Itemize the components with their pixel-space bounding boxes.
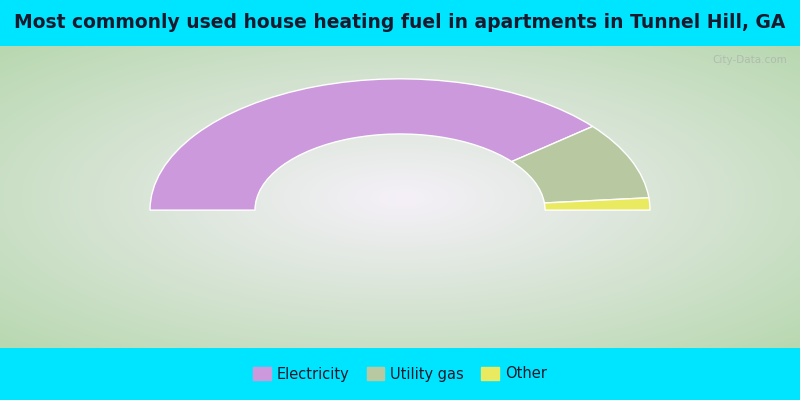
Wedge shape (150, 79, 593, 210)
Wedge shape (512, 126, 649, 203)
Text: Most commonly used house heating fuel in apartments in Tunnel Hill, GA: Most commonly used house heating fuel in… (14, 14, 786, 32)
Text: City-Data.com: City-Data.com (713, 55, 787, 65)
Wedge shape (544, 198, 650, 210)
Legend: Electricity, Utility gas, Other: Electricity, Utility gas, Other (247, 361, 553, 387)
